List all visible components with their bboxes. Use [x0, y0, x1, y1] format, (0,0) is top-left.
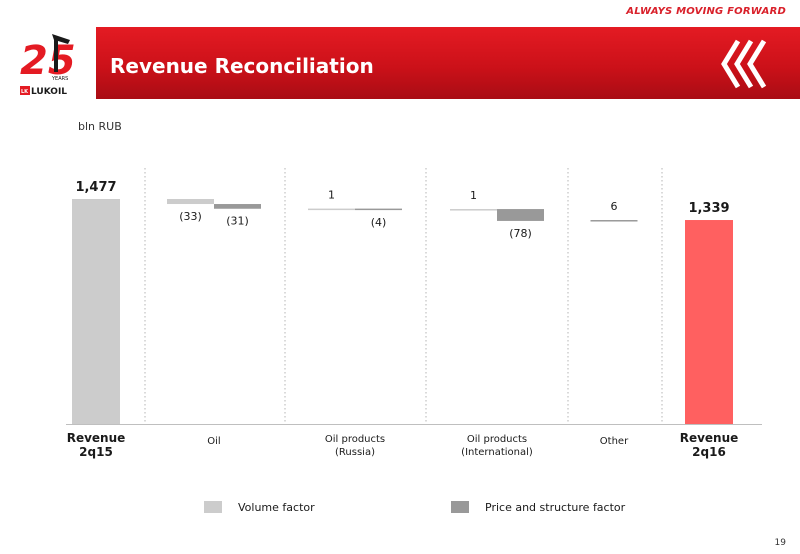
category-label-2: Oil: [207, 436, 220, 447]
data-label-step-6: (78): [509, 227, 532, 240]
legend-label-2: Price and structure factor: [485, 501, 626, 514]
logo-years-label: YEARS: [51, 76, 68, 82]
legend-swatch-1: [204, 501, 222, 513]
legend-swatch-2: [451, 501, 469, 513]
page-number: 19: [774, 538, 786, 548]
category-label-5: Other: [600, 436, 629, 447]
data-label-end-total: 1,339: [688, 201, 729, 216]
data-label-step-7: 6: [611, 200, 618, 213]
bar-step-7: [590, 220, 638, 222]
bar-step-5: [450, 209, 497, 211]
data-label-step-1: (33): [179, 210, 202, 223]
logo-brand-mark: LK: [21, 89, 29, 95]
title-banner: Revenue Reconciliation: [96, 27, 800, 99]
data-label-step-5: 1: [470, 189, 477, 202]
bar-step-3: [308, 208, 355, 211]
category-label-1: Revenue 2q15: [67, 431, 126, 459]
category-label-6: Revenue 2q16: [680, 431, 739, 459]
logo-oil-derrick-icon: [52, 34, 70, 72]
bar-step-1: [167, 199, 214, 205]
chevrons-icon: [721, 39, 767, 89]
legend-label-1: Volume factor: [238, 501, 315, 514]
unit-label: bln RUB: [78, 120, 122, 133]
category-label-3: Oil products (Russia): [325, 434, 385, 458]
data-label-step-2: (31): [226, 215, 249, 228]
data-label-step-4: (4): [371, 216, 387, 229]
lukoil-25-years-logo: 25 YEARS LK LUKOIL: [20, 34, 76, 97]
bar-end-total: [685, 220, 733, 424]
bar-step-4: [355, 208, 402, 211]
data-label-start-total: 1,477: [75, 180, 116, 195]
logo-brand-mark-box: [20, 86, 30, 95]
logo-years-number: 25: [20, 38, 76, 84]
bar-step-6: [497, 209, 544, 221]
bar-start-total: [72, 199, 120, 424]
category-label-4: Oil products (International): [461, 434, 533, 458]
logo-brand: LUKOIL: [31, 87, 67, 97]
tagline: ALWAYS MOVING FORWARD: [626, 6, 786, 17]
bar-step-2: [214, 204, 261, 209]
page-title: Revenue Reconciliation: [110, 54, 374, 78]
data-label-step-3: 1: [328, 189, 335, 202]
